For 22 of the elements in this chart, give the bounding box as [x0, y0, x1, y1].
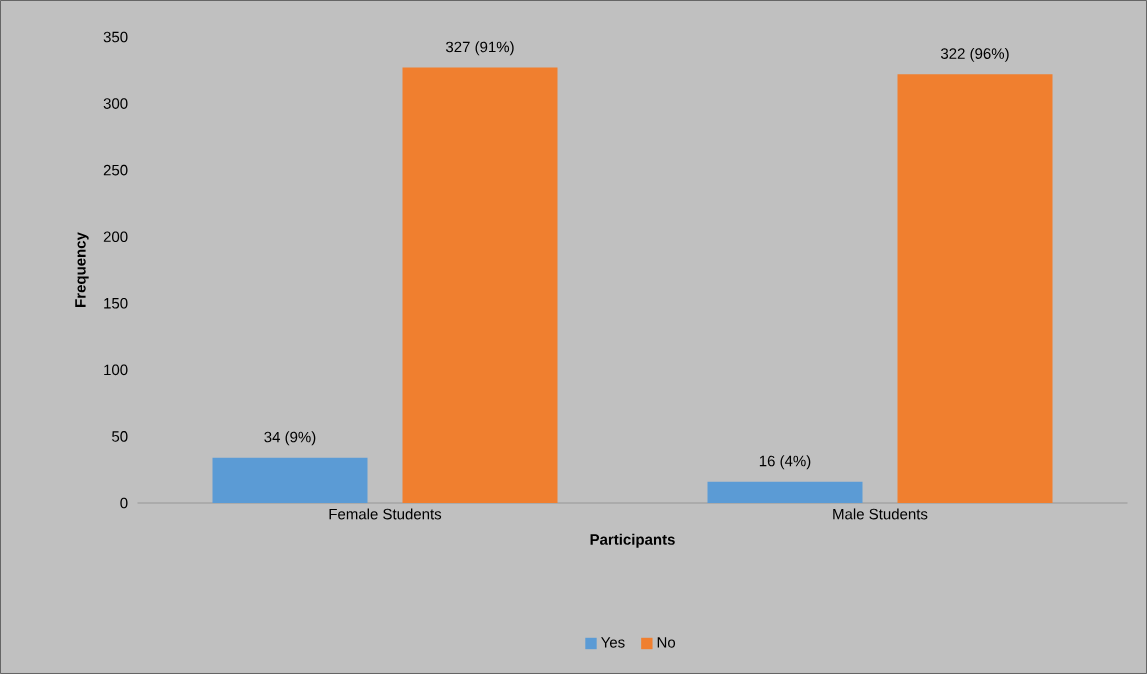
bar	[707, 481, 863, 503]
y-tick-label: 100	[104, 364, 128, 376]
x-axis-title: Participants	[590, 533, 675, 548]
y-tick-label: 0	[120, 497, 128, 509]
legend-label: No	[657, 637, 676, 648]
y-tick-label: 200	[103, 231, 128, 243]
data-label: 327 (91%)	[445, 41, 514, 56]
y-tick-label: 300	[103, 98, 128, 109]
x-tick-label: Male Students	[833, 508, 928, 520]
y-axis-title: Frequency	[75, 232, 89, 307]
bar	[897, 74, 1053, 503]
data-label: 16 (4%)	[759, 455, 811, 470]
y-tick-label: 250	[103, 164, 128, 176]
x-tick-label: Female Students	[329, 508, 442, 520]
y-tick-label: 150	[104, 297, 128, 309]
y-tick-label: 50	[112, 431, 128, 442]
bar	[402, 67, 558, 503]
data-label: 34 (9%)	[264, 431, 316, 446]
legend-label: Yes	[601, 637, 625, 648]
bar	[212, 457, 368, 503]
data-label: 322 (96%)	[940, 47, 1009, 62]
y-tick-label: 350	[103, 31, 128, 43]
